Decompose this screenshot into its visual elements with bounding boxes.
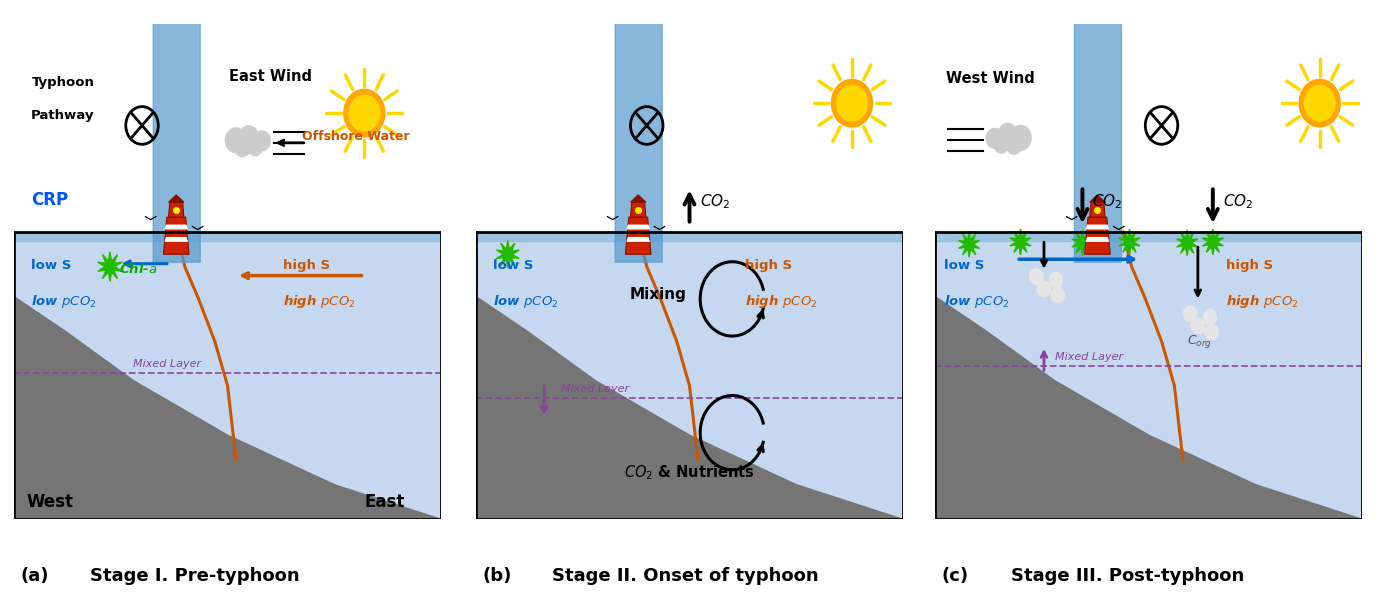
Text: Mixed Layer: Mixed Layer (134, 359, 201, 370)
Bar (14, 232, 441, 519)
Text: high $pCO_2$: high $pCO_2$ (1226, 293, 1298, 310)
Text: Mixing: Mixing (630, 287, 687, 302)
Polygon shape (935, 297, 1362, 519)
Polygon shape (496, 241, 520, 268)
Bar (935, 232, 1362, 519)
Polygon shape (14, 232, 441, 519)
Text: $CO_2$: $CO_2$ (1223, 192, 1254, 211)
Text: high S: high S (1226, 259, 1273, 272)
Circle shape (240, 126, 258, 147)
Circle shape (998, 124, 1018, 145)
Polygon shape (476, 232, 903, 519)
Circle shape (225, 128, 247, 153)
Polygon shape (1118, 229, 1140, 255)
Circle shape (1030, 269, 1043, 285)
Polygon shape (626, 217, 651, 254)
Text: low S: low S (492, 259, 534, 272)
Circle shape (1299, 79, 1340, 127)
Text: CRP: CRP (30, 190, 68, 209)
Polygon shape (476, 232, 903, 241)
Text: Mixed Layer: Mixed Layer (561, 384, 629, 394)
Polygon shape (1085, 224, 1109, 229)
Polygon shape (1176, 230, 1198, 256)
Text: East: East (364, 493, 404, 511)
Circle shape (234, 139, 250, 156)
Polygon shape (164, 237, 188, 242)
Circle shape (1305, 85, 1335, 121)
Polygon shape (935, 232, 1362, 241)
Polygon shape (1009, 229, 1031, 255)
Circle shape (1051, 287, 1065, 303)
Circle shape (1009, 125, 1031, 150)
Text: Typhoon: Typhoon (32, 76, 94, 89)
Circle shape (994, 137, 1008, 153)
Circle shape (248, 140, 262, 156)
Circle shape (1037, 281, 1051, 297)
Polygon shape (630, 195, 645, 202)
Text: Mixed Layer: Mixed Layer (1055, 352, 1123, 362)
Text: Stage III. Post-typhoon: Stage III. Post-typhoon (1011, 567, 1244, 585)
Polygon shape (630, 202, 645, 217)
Text: low S: low S (943, 259, 983, 272)
Circle shape (343, 90, 385, 137)
Polygon shape (1084, 217, 1110, 254)
Polygon shape (958, 232, 979, 257)
Text: West: West (26, 493, 73, 511)
Text: $CO_2$: $CO_2$ (1092, 192, 1123, 211)
Circle shape (1205, 324, 1219, 340)
Text: Pathway: Pathway (32, 109, 95, 122)
Polygon shape (168, 195, 183, 202)
Polygon shape (1071, 230, 1094, 256)
Text: (b): (b) (483, 567, 512, 585)
Text: high S: high S (745, 259, 792, 272)
Circle shape (986, 128, 1004, 148)
Bar (476, 232, 903, 519)
Polygon shape (14, 297, 441, 519)
Text: low $pCO_2$: low $pCO_2$ (943, 293, 1009, 310)
Circle shape (1191, 318, 1205, 334)
Text: Stage II. Onset of typhoon: Stage II. Onset of typhoon (552, 567, 818, 585)
Circle shape (1202, 309, 1216, 325)
Circle shape (254, 131, 270, 150)
Polygon shape (935, 232, 1362, 519)
Text: low S: low S (30, 259, 72, 272)
Text: high $pCO_2$: high $pCO_2$ (745, 293, 818, 310)
Polygon shape (163, 217, 189, 254)
Text: Offshore Water: Offshore Water (302, 130, 410, 143)
Polygon shape (168, 202, 183, 217)
Polygon shape (1089, 202, 1105, 217)
Text: (a): (a) (21, 567, 50, 585)
Polygon shape (626, 224, 650, 229)
Polygon shape (1202, 229, 1223, 255)
Text: low $pCO_2$: low $pCO_2$ (30, 293, 97, 310)
Circle shape (349, 96, 379, 131)
Text: high $pCO_2$: high $pCO_2$ (283, 293, 356, 310)
Circle shape (1007, 136, 1022, 154)
Polygon shape (164, 224, 188, 229)
Polygon shape (14, 232, 441, 241)
Polygon shape (1089, 195, 1105, 202)
Polygon shape (626, 237, 650, 242)
Polygon shape (98, 252, 123, 282)
Polygon shape (476, 297, 903, 519)
Text: low $pCO_2$: low $pCO_2$ (492, 293, 558, 310)
Text: $C_{org}$: $C_{org}$ (1187, 333, 1212, 350)
Text: Chl-$a$: Chl-$a$ (119, 261, 157, 276)
Text: Stage I. Pre-typhoon: Stage I. Pre-typhoon (90, 567, 299, 585)
Text: high S: high S (283, 259, 330, 272)
Text: West Wind: West Wind (946, 71, 1034, 87)
Text: $CO_2$: $CO_2$ (701, 192, 731, 211)
Circle shape (837, 85, 867, 121)
Text: East Wind: East Wind (229, 69, 312, 84)
Circle shape (1049, 272, 1063, 288)
Text: (c): (c) (942, 567, 969, 585)
Text: $CO_2$ & Nutrients: $CO_2$ & Nutrients (625, 463, 754, 482)
Polygon shape (1085, 237, 1109, 242)
Circle shape (832, 79, 873, 127)
Circle shape (1183, 306, 1197, 322)
